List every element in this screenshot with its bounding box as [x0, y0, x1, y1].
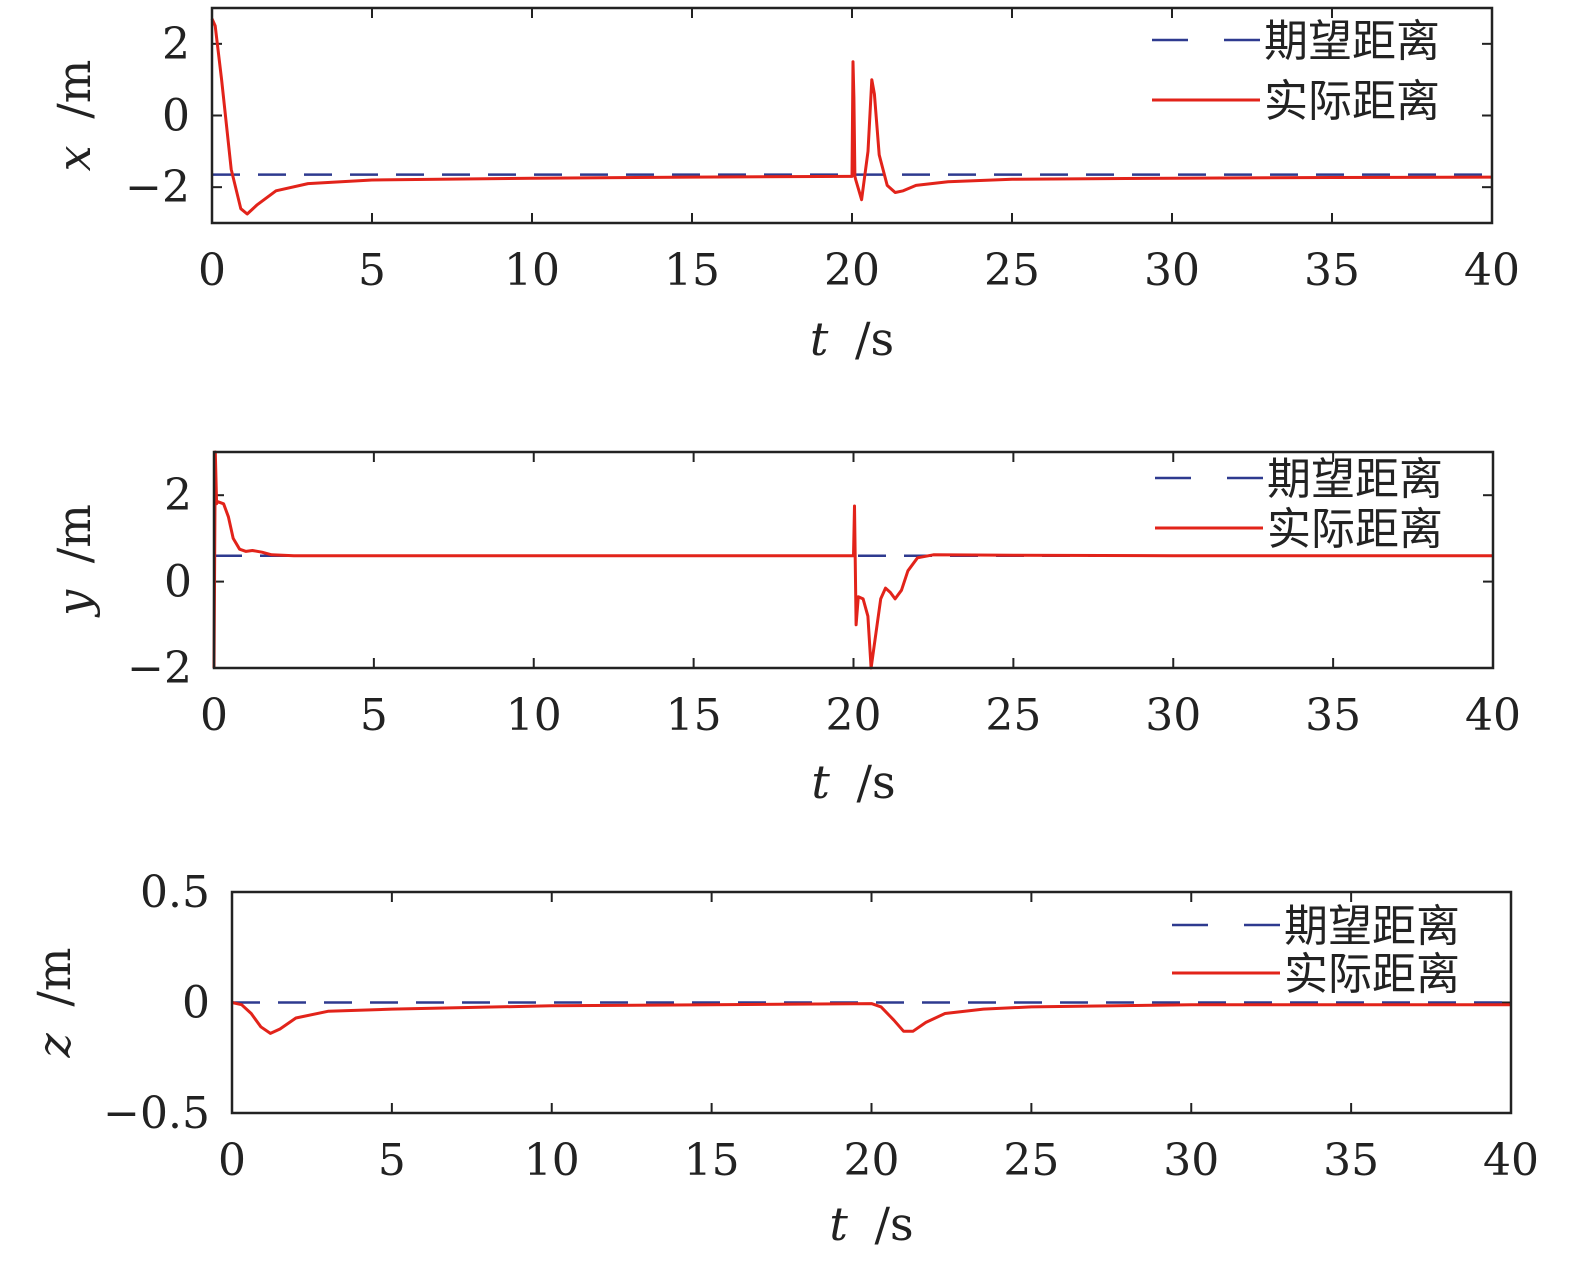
- x-tick-label: 30: [1145, 690, 1201, 741]
- chart-panel-z: 0 5 10 15 20 25 30 35 40 −0.500.5 t /s z /m 期望距离…: [27, 867, 1539, 1251]
- plot-frame: [210, 6, 1494, 225]
- x-tick-labels: 0 5 10 15 20 25 30 35 40: [200, 690, 1521, 741]
- x-axis-unit: /s: [875, 1197, 914, 1251]
- x-tick-label: 0: [200, 690, 228, 741]
- y-tick-labels: −0.5 0 0.5: [103, 867, 210, 1139]
- y-axis-unit: /m: [27, 948, 81, 1007]
- x-tick-label: 35: [1323, 1135, 1379, 1186]
- x-axis-variable: t: [810, 312, 829, 366]
- x-axis-label: t /s: [811, 755, 895, 809]
- x-tick-labels: 0 5 10 15 20 25 30 35 40: [198, 245, 1520, 296]
- y-tick-label: 0.5: [140, 867, 210, 918]
- x-tick-label: 20: [824, 245, 880, 296]
- plot-lines: [210, 18, 1493, 216]
- x-tick-label: 20: [826, 690, 882, 741]
- x-axis-unit: /s: [855, 312, 894, 366]
- legend-actual-label: 实际距离: [1264, 76, 1440, 127]
- x-tick-label: 10: [524, 1135, 580, 1186]
- x-axis-label: t /s: [810, 312, 894, 366]
- x-tick-label: 15: [684, 1135, 740, 1186]
- x-tick-label: 25: [985, 690, 1041, 741]
- x-tick-label: 40: [1464, 245, 1520, 296]
- y-tick-labels: −2 0 2: [127, 470, 192, 694]
- x-tick-label: 40: [1483, 1135, 1539, 1186]
- y-axis-variable: z: [27, 1033, 81, 1059]
- y-axis-variable: y: [47, 589, 101, 618]
- y-tick-label: −0.5: [103, 1088, 210, 1139]
- legend: 期望距离 实际距离: [1152, 16, 1440, 127]
- x-tick-label: 30: [1163, 1135, 1219, 1186]
- legend-desired-label: 期望距离: [1267, 454, 1443, 505]
- legend-desired-label: 期望距离: [1284, 901, 1460, 952]
- plot-frame: [230, 890, 1513, 1115]
- chart-panel-y: 0 5 10 15 20 25 30 35 40 −202 t /s y /m 期望距离 实际距…: [47, 450, 1521, 809]
- x-tick-label: 15: [666, 690, 722, 741]
- x-tick-label: 15: [664, 245, 720, 296]
- x-axis-variable: t: [811, 755, 830, 809]
- actual-distance-line: [231, 1001, 1511, 1035]
- x-tick-label: 25: [984, 245, 1040, 296]
- x-tick-label: 5: [360, 690, 388, 741]
- y-tick-label: −2: [125, 162, 190, 213]
- x-tick-label: 40: [1465, 690, 1521, 741]
- legend-desired-label: 期望距离: [1264, 16, 1440, 67]
- x-axis-variable: t: [829, 1197, 848, 1251]
- x-tick-label: 0: [218, 1135, 246, 1186]
- legend-actual-label: 实际距离: [1267, 504, 1443, 555]
- y-tick-label: −2: [127, 643, 192, 694]
- y-tick-label: 2: [162, 19, 190, 70]
- y-tick-label: 0: [182, 978, 210, 1029]
- x-tick-label: 30: [1144, 245, 1200, 296]
- actual-distance-line: [210, 18, 1493, 216]
- x-tick-label: 5: [358, 245, 386, 296]
- legend-actual-label: 实际距离: [1284, 949, 1460, 1000]
- y-axis-unit: /m: [47, 504, 101, 563]
- x-tick-labels: 0 5 10 15 20 25 30 35 40: [218, 1135, 1539, 1186]
- y-axis-label: z /m: [27, 948, 81, 1059]
- x-tick-label: 35: [1304, 245, 1360, 296]
- y-tick-label: 2: [164, 470, 192, 521]
- x-axis-label: t /s: [829, 1197, 913, 1251]
- y-axis-label: y /m: [47, 504, 101, 618]
- x-tick-label: 0: [198, 245, 226, 296]
- y-axis-label: x /m: [47, 60, 101, 172]
- actual-distance-line: [212, 450, 1493, 670]
- y-axis-unit: /m: [47, 60, 101, 119]
- y-tick-label: 0: [162, 91, 190, 142]
- x-axis-unit: /s: [857, 755, 896, 809]
- x-tick-label: 10: [506, 690, 562, 741]
- x-tick-label: 10: [504, 245, 560, 296]
- legend: 期望距离 实际距离: [1172, 901, 1460, 1000]
- x-tick-label: 5: [378, 1135, 406, 1186]
- plot-lines: [231, 1001, 1511, 1035]
- x-tick-label: 35: [1305, 690, 1361, 741]
- chart-panel-x: 0 5 10 15 20 25 30 35 40 −202 t /s x /m 期望距离 实际距…: [47, 6, 1520, 366]
- y-axis-variable: x: [47, 145, 101, 171]
- y-tick-label: 0: [164, 557, 192, 608]
- plot-frame: [212, 450, 1495, 670]
- y-tick-labels: −2 0 2: [125, 19, 190, 213]
- legend: 期望距离 实际距离: [1155, 454, 1443, 555]
- plot-lines: [212, 450, 1493, 670]
- x-tick-label: 20: [844, 1135, 900, 1186]
- x-tick-label: 25: [1003, 1135, 1059, 1186]
